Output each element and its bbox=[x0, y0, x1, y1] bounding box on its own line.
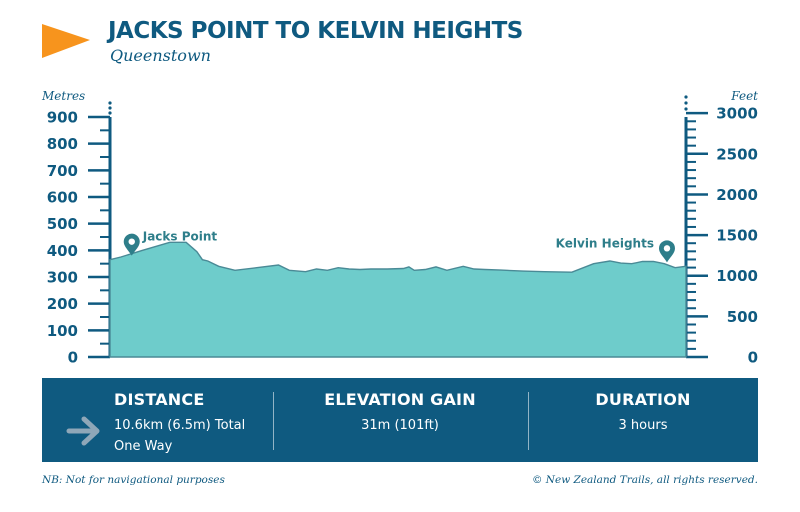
right-tick-label: 500 bbox=[727, 308, 758, 326]
right-tick-label: 2500 bbox=[716, 145, 758, 163]
left-tick-label: 400 bbox=[47, 242, 78, 260]
left-tick-label: 0 bbox=[68, 349, 78, 367]
right-tick-label: 2000 bbox=[716, 186, 758, 204]
elevation-chart: Metres 0 100 200 300 400 500 600 700 800 900 Feet 0… bbox=[41, 89, 758, 367]
divider bbox=[273, 392, 274, 450]
left-tick-label: 600 bbox=[47, 189, 78, 207]
trail-stats-panel: DISTANCE 10.6km (6.5m) Total One Way ELE… bbox=[42, 378, 758, 462]
left-tick-label: 500 bbox=[47, 215, 78, 233]
arrow-right-icon bbox=[66, 416, 100, 446]
right-axis: Feet 0 500 1000 1500 2000 2500 3000 bbox=[684, 89, 758, 367]
flag-icon bbox=[42, 24, 90, 58]
left-tick-label: 200 bbox=[47, 295, 78, 313]
annotations: Jacks Point Kelvin Heights bbox=[123, 230, 675, 263]
annotation-label: Kelvin Heights bbox=[556, 236, 654, 250]
divider bbox=[528, 392, 529, 450]
pin-hole bbox=[128, 238, 135, 245]
footer-copyright: © New Zealand Trails, all rights reserve… bbox=[531, 474, 758, 486]
location-pin-icon bbox=[123, 233, 140, 256]
flag-shape bbox=[42, 24, 90, 58]
left-tick-label: 100 bbox=[47, 322, 78, 340]
duration-value: 3 hours bbox=[618, 418, 668, 433]
axis-dot bbox=[108, 101, 112, 105]
axis-dot bbox=[108, 111, 112, 115]
pin-hole bbox=[663, 245, 671, 252]
page-subtitle: Queenstown bbox=[110, 46, 211, 65]
distance-value-line2: One Way bbox=[114, 439, 173, 454]
axis-dot bbox=[684, 95, 688, 99]
right-axis-label: Feet bbox=[730, 89, 758, 103]
left-axis-label: Metres bbox=[41, 89, 85, 103]
right-tick-label: 1000 bbox=[716, 267, 758, 285]
duration-title: DURATION bbox=[595, 390, 691, 409]
footer-note: NB: Not for navigational purposes bbox=[42, 474, 225, 486]
right-tick-label: 0 bbox=[748, 349, 758, 367]
left-axis: Metres 0 100 200 300 400 500 600 700 800 900 bbox=[41, 89, 112, 367]
axis-dot bbox=[684, 107, 688, 111]
elevation-profile-area bbox=[109, 241, 687, 358]
axis-dot bbox=[108, 106, 112, 110]
location-pin-icon bbox=[658, 240, 675, 263]
distance-title: DISTANCE bbox=[114, 390, 205, 409]
right-tick-label: 1500 bbox=[716, 227, 758, 245]
elevation-gain-title: ELEVATION GAIN bbox=[324, 390, 476, 409]
left-tick-label: 800 bbox=[47, 135, 78, 153]
left-tick-label: 300 bbox=[47, 269, 78, 287]
right-tick-label: 3000 bbox=[716, 105, 758, 123]
axis-dot bbox=[684, 101, 688, 105]
left-tick-label: 700 bbox=[47, 162, 78, 180]
distance-value: 10.6km (6.5m) Total bbox=[114, 418, 246, 433]
elevation-gain-value: 31m (101ft) bbox=[361, 418, 439, 433]
left-tick-label: 900 bbox=[47, 109, 78, 127]
page-title: JACKS POINT TO KELVIN HEIGHTS bbox=[108, 18, 523, 44]
annotation-label: Jacks Point bbox=[142, 230, 218, 244]
